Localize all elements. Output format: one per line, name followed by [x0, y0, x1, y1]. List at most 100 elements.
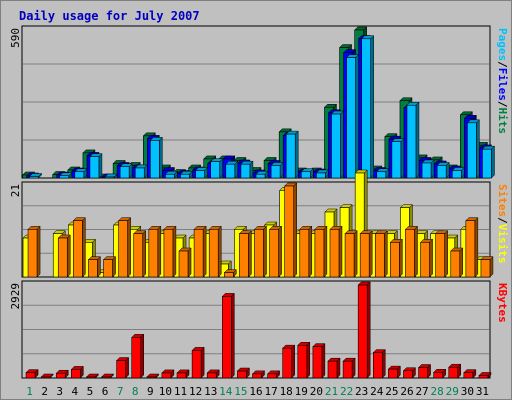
- day-label: 11: [174, 385, 187, 398]
- bar-front: [436, 165, 447, 179]
- bar-front: [361, 38, 371, 179]
- day-label: 29: [446, 385, 459, 398]
- bar-kbytes-day-7: [116, 356, 130, 379]
- bar-side: [112, 256, 116, 278]
- bar-front: [433, 371, 443, 379]
- bar-front: [421, 162, 432, 179]
- bar-kbytes-day-19: [297, 341, 311, 379]
- legend-item: /: [496, 101, 509, 108]
- series-sites: [27, 182, 494, 278]
- legend-item: Pages: [496, 28, 509, 61]
- bar-kbytes-day-26: [402, 367, 417, 379]
- bar-front: [450, 250, 461, 278]
- day-label: 13: [204, 385, 217, 398]
- bar-kbytes-day-1: [25, 368, 39, 379]
- bar-pages-day-29: [451, 166, 465, 179]
- series-pages: [28, 35, 496, 179]
- bar-front: [354, 172, 365, 278]
- bar-pages-day-6: [104, 173, 118, 179]
- bar-front: [418, 367, 428, 379]
- bar-side: [140, 333, 144, 379]
- bar-side: [353, 230, 358, 278]
- bar-sites-day-7: [118, 217, 132, 278]
- legend: Sites/Visits: [496, 184, 509, 264]
- bar-front: [463, 372, 474, 379]
- bar-side: [125, 356, 129, 379]
- bar-sites-day-12: [193, 225, 207, 278]
- bar-front: [282, 347, 292, 379]
- day-label: 14: [219, 385, 233, 398]
- bar-front: [118, 220, 128, 278]
- bar-front: [176, 372, 187, 379]
- bar-sites-day-9: [148, 225, 162, 278]
- bar-front: [101, 376, 111, 379]
- bar-front: [346, 57, 356, 179]
- bar-front: [467, 122, 477, 179]
- bar-front: [237, 370, 247, 379]
- bar-front: [372, 352, 383, 379]
- bar-front: [388, 368, 398, 379]
- bar-side: [217, 225, 222, 278]
- day-label: 3: [56, 385, 63, 398]
- bar-front: [239, 233, 249, 278]
- bar-sites-day-23: [359, 230, 373, 278]
- bar-front: [89, 156, 100, 179]
- bar-front: [284, 185, 294, 278]
- bar-front: [331, 113, 341, 179]
- legend-item: KBytes: [496, 283, 509, 323]
- bar-front: [116, 360, 126, 379]
- day-label: 30: [461, 385, 474, 398]
- bar-pages-day-5: [89, 153, 103, 179]
- bar-front: [390, 242, 400, 278]
- bar-kbytes-day-18: [282, 344, 296, 379]
- bar-front: [133, 233, 144, 278]
- bar-side: [66, 234, 71, 278]
- bar-side: [382, 348, 386, 379]
- bar-side: [202, 225, 207, 278]
- bar-sites-day-5: [87, 256, 102, 278]
- bar-sites-day-8: [133, 230, 147, 278]
- bar-side: [82, 217, 86, 278]
- bar-side: [366, 281, 371, 379]
- panel-kbytes: 2929 KBytes: [9, 280, 509, 379]
- legend-item: Files: [496, 68, 509, 101]
- bar-pages-day-23: [361, 35, 375, 179]
- bar-kbytes-day-16: [251, 370, 266, 379]
- bar-front: [254, 229, 264, 278]
- bar-front: [252, 373, 262, 379]
- legend-item: Visits: [496, 224, 509, 264]
- bar-front: [193, 229, 204, 278]
- bar-pages-day-17: [270, 161, 284, 179]
- bar-front: [134, 167, 145, 179]
- day-label: 22: [340, 385, 353, 398]
- bar-sites-day-1: [27, 225, 41, 278]
- bar-pages-day-13: [210, 158, 224, 179]
- bar-side: [429, 238, 433, 278]
- bar-side: [263, 225, 267, 278]
- bar-front: [74, 171, 85, 179]
- bar-kbytes-day-27: [417, 363, 432, 379]
- bar-kbytes-day-5: [85, 373, 100, 379]
- bar-side: [321, 342, 326, 379]
- bar-sites-day-16: [253, 225, 268, 278]
- bar-sites-day-27: [419, 238, 434, 278]
- bar-pages-day-28: [436, 161, 450, 179]
- bar-kbytes-day-23: [357, 281, 371, 379]
- bar-pages-day-22: [345, 53, 360, 179]
- bar-kbytes-day-25: [387, 365, 401, 379]
- bar-pages-day-30: [466, 119, 480, 179]
- bar-front: [255, 173, 266, 179]
- bar-side: [172, 225, 177, 278]
- bar-front: [480, 259, 491, 278]
- axis-max-label: 590: [9, 28, 22, 48]
- bar-side: [231, 292, 235, 379]
- bar-front: [57, 237, 68, 278]
- bar-side: [187, 247, 192, 278]
- bar-side: [157, 225, 162, 278]
- bar-pages-day-12: [195, 166, 209, 179]
- day-label: 16: [249, 385, 262, 398]
- bar-side: [384, 230, 388, 278]
- legend-item: Hits: [496, 108, 509, 135]
